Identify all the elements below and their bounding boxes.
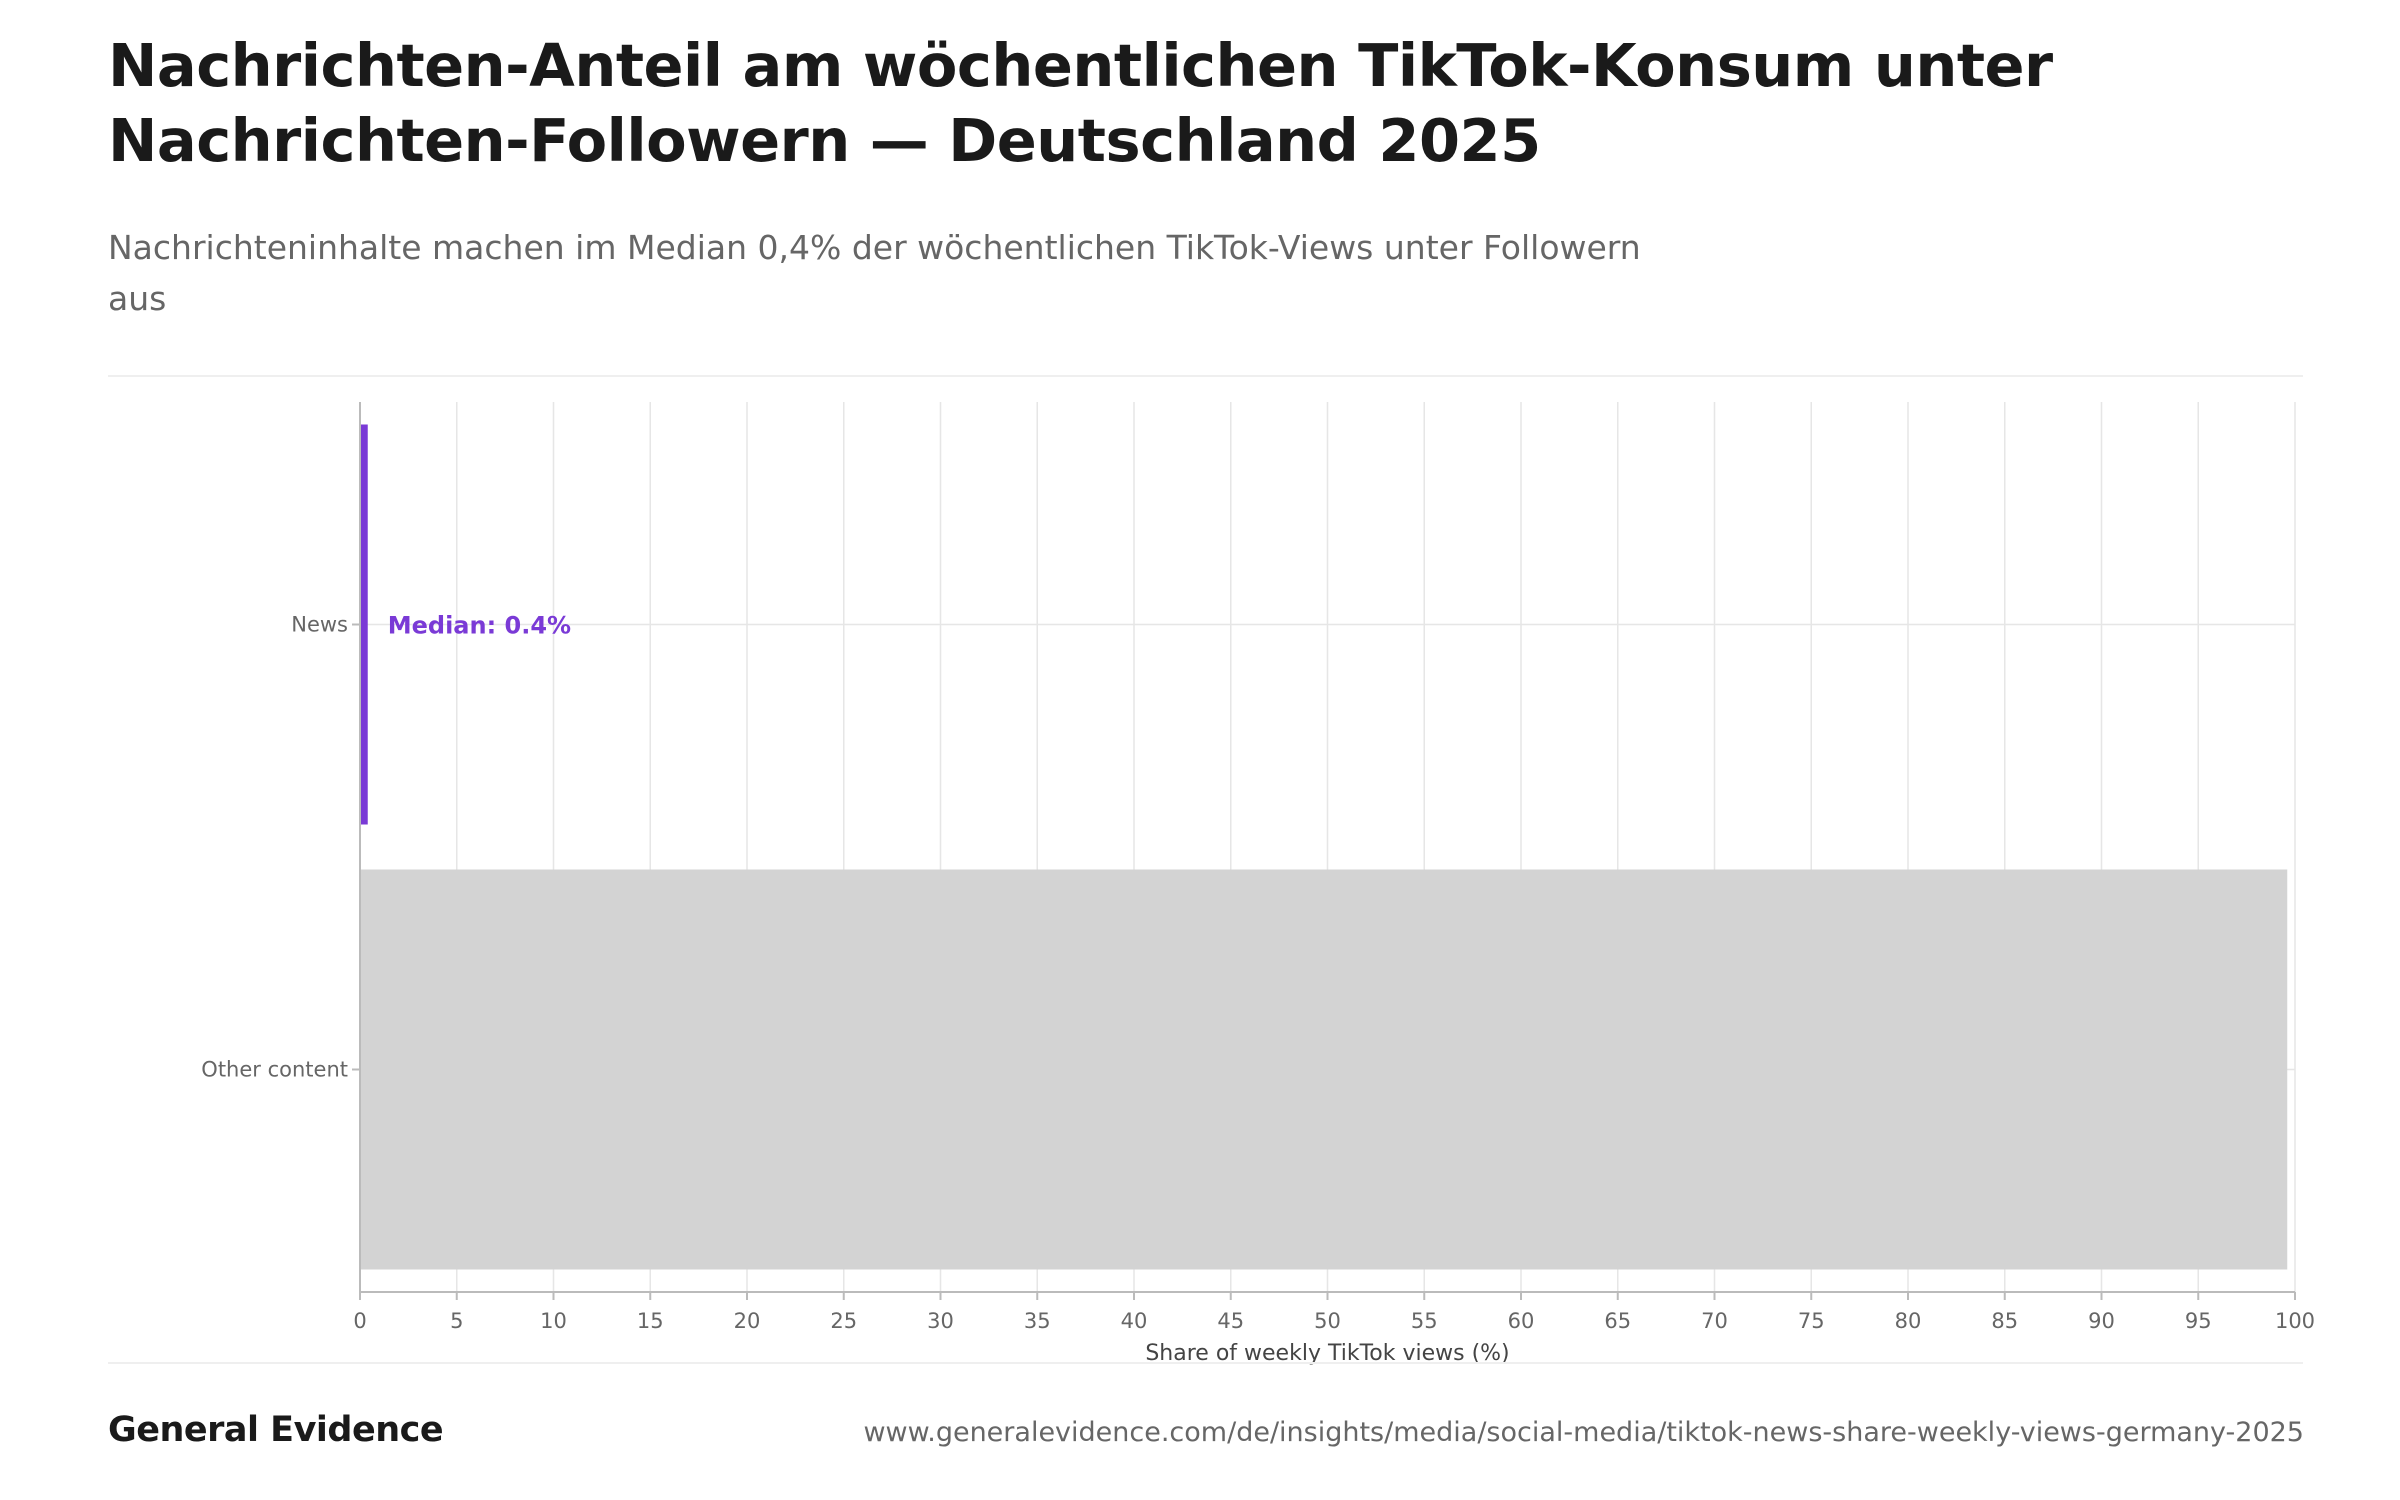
page-title: Nachrichten-Anteil am wöchentlichen TikT…	[108, 31, 2053, 175]
x-tick-label: 30	[927, 1309, 954, 1333]
x-tick-label: 15	[637, 1309, 664, 1333]
top-divider	[108, 375, 2303, 377]
bottom-divider	[108, 1362, 2303, 1364]
x-axis-title: Share of weekly TikTok views (%)	[1145, 1341, 1509, 1366]
x-tick-label: 10	[540, 1309, 567, 1333]
x-tick-label: 0	[353, 1309, 366, 1333]
bar-other-content	[360, 869, 2288, 1270]
x-tick-label: 70	[1701, 1309, 1728, 1333]
page-subtitle: Nachrichteninhalte machen im Median 0,4%…	[108, 228, 1641, 318]
y-tick-label: News	[291, 613, 348, 637]
bars	[360, 424, 2288, 1270]
x-tick-label: 60	[1508, 1309, 1535, 1333]
bar-news	[360, 424, 368, 825]
x-tick-label: 100	[2275, 1309, 2315, 1333]
y-tick-label: Other content	[201, 1058, 348, 1082]
x-tick-label: 90	[2088, 1309, 2115, 1333]
x-tick-label: 20	[734, 1309, 761, 1333]
brand-logo-text: General Evidence	[108, 1410, 444, 1450]
x-tick-label: 80	[1895, 1309, 1922, 1333]
source-url[interactable]: www.generalevidence.com/de/insights/medi…	[863, 1417, 2304, 1448]
labels: 0 5 10 15 20 25 30 35 40 45 50 55 60 65 70 75 80 85 90 95 10…	[201, 612, 2315, 1367]
x-tick-label: 5	[450, 1309, 463, 1333]
x-tick-label: 65	[1604, 1309, 1631, 1333]
x-tick-label: 85	[1991, 1309, 2018, 1333]
x-tick-label: 35	[1024, 1309, 1051, 1333]
axes	[352, 402, 2296, 1300]
x-tick-label: 45	[1217, 1309, 1244, 1333]
x-tick-label: 40	[1121, 1309, 1148, 1333]
x-tick-label: 75	[1798, 1309, 1825, 1333]
x-tick-label: 50	[1314, 1309, 1341, 1333]
x-tick-label: 25	[830, 1309, 857, 1333]
x-tick-label: 95	[2185, 1309, 2212, 1333]
median-annotation: Median: 0.4%	[388, 612, 571, 640]
x-tick-label: 55	[1411, 1309, 1438, 1333]
